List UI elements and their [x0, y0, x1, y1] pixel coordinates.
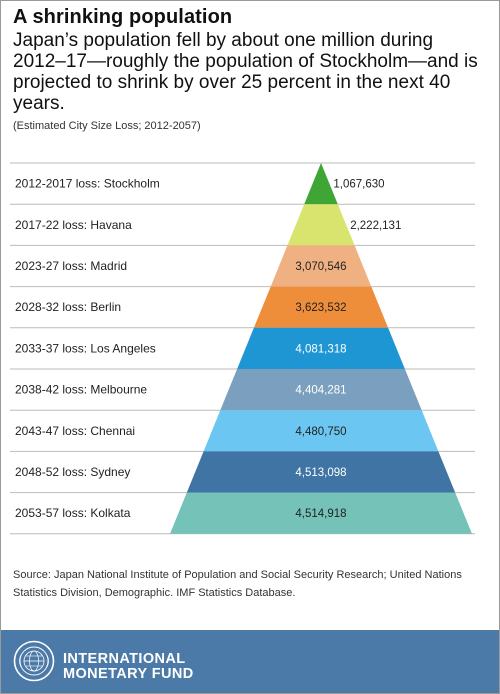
row-label: 2028-32 loss: Berlin: [15, 300, 121, 314]
chart-subtitle: Japan’s population fell by about one mil…: [13, 30, 478, 114]
imf-seal-icon: [13, 640, 55, 682]
pyramid-segment: [304, 163, 338, 205]
row-label: 2053-57 loss: Kolkata: [15, 506, 131, 520]
value-label: 2,222,131: [350, 220, 401, 232]
value-label: 4,404,281: [295, 385, 346, 397]
value-label: 1,067,630: [333, 179, 384, 191]
pyramid-segment: [253, 286, 389, 328]
org-name: INTERNATIONAL MONETARY FUND: [63, 652, 194, 682]
pyramid-segment: [186, 451, 456, 493]
value-label: 4,480,750: [295, 426, 346, 438]
value-label: 3,070,546: [295, 261, 346, 273]
chart-title: A shrinking population: [13, 6, 233, 28]
row-label: 2023-27 loss: Madrid: [15, 259, 127, 273]
pyramid-segment: [287, 204, 355, 246]
org-name-line2: MONETARY FUND: [63, 666, 194, 682]
row-label: 2012-2017 loss: Stockholm: [15, 177, 160, 191]
pyramid-segment: [270, 245, 372, 287]
row-label: 2017-22 loss: Havana: [15, 218, 132, 232]
row-label: 2038-42 loss: Melbourne: [15, 383, 147, 397]
row-label: 2048-52 loss: Sydney: [15, 465, 130, 479]
value-label: 3,623,532: [295, 302, 346, 314]
pyramid-segment: [220, 369, 422, 411]
value-label: 4,513,098: [295, 467, 346, 479]
pyramid-segment: [237, 327, 405, 369]
row-label: 2033-37 loss: Los Angeles: [15, 341, 156, 355]
source-note: Source: Japan National Institute of Popu…: [13, 569, 462, 599]
org-name-line1: INTERNATIONAL: [63, 651, 186, 667]
footer-bar: INTERNATIONAL MONETARY FUND: [1, 630, 499, 693]
value-label: 4,514,918: [295, 508, 346, 520]
value-label: 4,081,318: [295, 343, 346, 355]
pyramid-chart: 2012-2017 loss: Stockholm 1,067,630 2017-2…: [10, 162, 475, 535]
row-label: 2043-47 loss: Chennai: [15, 424, 135, 438]
pyramid-segment: [170, 492, 472, 534]
pyramid-segment: [203, 410, 439, 452]
chart-note: (Estimated City Size Loss; 2012-2057): [13, 120, 201, 132]
